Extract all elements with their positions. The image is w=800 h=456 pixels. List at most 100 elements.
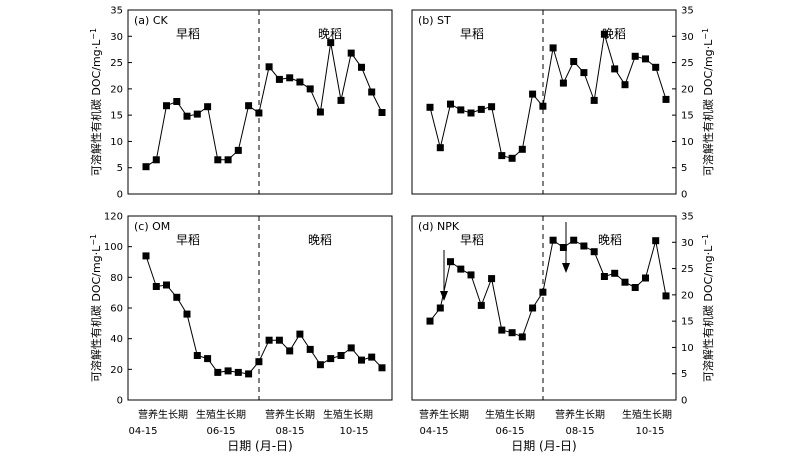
panel-st-ytick-label-5: 25 (681, 58, 694, 69)
panel-st-data-point-17 (600, 30, 608, 38)
x-phase-label-left-3: 营养生长期 (265, 408, 315, 421)
panel-om-data-point-20 (347, 344, 355, 352)
x-date-label-right-2: 06-15 (495, 426, 524, 437)
panel-om-series-line (145, 255, 383, 375)
x-phase-label-right-3: 营养生长期 (555, 408, 605, 421)
panel-npk-data-point-23 (662, 292, 670, 300)
panel-om-data-point-4 (183, 310, 191, 318)
panel-st-data-point-20 (631, 52, 639, 60)
panel-ck-data-point-8 (224, 156, 232, 164)
panel-st-data-point-2 (447, 100, 454, 108)
x-date-label-right-3: 08-15 (565, 426, 594, 437)
panel-ck-ytick-label-0: 0 (117, 190, 123, 201)
panel-ck-data-point-4 (183, 112, 191, 120)
panel-ck-data-point-17 (316, 108, 324, 116)
panel-st-data-point-14 (570, 58, 578, 65)
x-phase-label-right-4: 生殖生长期 (622, 408, 672, 421)
panel-st-data-point-18 (611, 65, 619, 73)
panel-om-data-point-14 (286, 347, 294, 355)
panel-npk-arrow-1-icon (440, 291, 448, 301)
panel-st-data-point-23 (662, 95, 670, 103)
panel-st-late-rice-label: 晚稻 (602, 27, 626, 41)
panel-ck-data-point-7 (214, 156, 222, 164)
panel-ck-data-point-11 (255, 109, 263, 117)
panel-npk-data-point-4 (467, 271, 475, 279)
panel-st-data-point-0 (426, 103, 434, 111)
panel-ck-label: (a) CK (134, 14, 169, 27)
panel-om-data-point-15 (296, 330, 304, 338)
panel-ck-data-point-15 (296, 78, 304, 86)
panel-om-data-point-8 (224, 367, 232, 375)
panel-om: (c) OM 早稻 晚稻 0 20 40 60 80 100 120 可溶解性有机碳 DOC… (89, 212, 393, 407)
panel-om-y-ticks: 0 20 40 60 80 100 120 (104, 212, 132, 407)
panel-npk-data-point-14 (570, 236, 578, 244)
panel-ck-data-point-2 (163, 102, 170, 110)
panel-npk-series-line (429, 239, 667, 338)
panel-ck-data-point-10 (245, 102, 253, 110)
panel-ck-data-point-22 (368, 88, 376, 96)
panel-npk-markers (426, 236, 670, 341)
panel-npk-data-point-19 (621, 278, 629, 286)
panel-om-late-rice-label: 晚稻 (308, 233, 332, 247)
x-phase-label-left-2: 生殖生长期 (196, 408, 246, 421)
panel-npk-early-rice-label: 早稻 (460, 233, 484, 247)
panel-npk-data-point-12 (549, 236, 557, 244)
panel-st-data-point-21 (642, 55, 649, 63)
panel-om-data-point-13 (275, 336, 283, 344)
panel-ck-data-point-13 (275, 75, 283, 83)
panel-st: (b) ST 早稻 晚稻 0 5 10 15 20 25 30 35 可溶解性有机碳 DOC/… (411, 6, 715, 201)
x-phase-label-left-4: 生殖生长期 (323, 408, 373, 421)
panel-npk-data-point-16 (590, 248, 598, 256)
x-date-label-right-4: 10-15 (635, 426, 664, 437)
panel-st-data-point-6 (488, 103, 496, 111)
panel-npk-ytick-label-3: 15 (681, 317, 694, 328)
panel-st-data-point-22 (652, 63, 660, 71)
panel-npk-data-point-3 (457, 265, 465, 273)
panel-ck-data-point-6 (204, 103, 212, 111)
panel-ck: (a) CK 早稻 晚稻 0 5 10 15 20 25 30 35 可溶解性有机碳 DOC/… (89, 6, 393, 201)
x-phase-label-left-1: 营养生长期 (138, 408, 188, 421)
panel-npk-data-point-0 (426, 317, 434, 325)
panel-npk-data-point-15 (580, 242, 588, 250)
panel-ck-ytick-label-1: 5 (117, 163, 123, 174)
panel-ck-data-point-12 (265, 63, 273, 71)
panel-st-ytick-label-0: 0 (681, 190, 687, 201)
panel-om-data-point-7 (214, 368, 222, 376)
panel-om-markers (142, 252, 386, 378)
panel-om-data-point-16 (306, 345, 314, 353)
panel-om-data-point-22 (368, 353, 376, 361)
panel-st-data-point-12 (549, 44, 557, 52)
panel-st-data-point-9 (518, 145, 526, 153)
panel-st-y-axis-label: 可溶解性有机碳 DOC/mg·L−1 (701, 28, 715, 176)
panel-om-ytick-label-2: 40 (110, 334, 123, 345)
panel-st-ytick-label-3: 15 (681, 111, 694, 122)
panel-ck-data-point-21 (358, 63, 365, 71)
panel-ck-series-line (145, 42, 383, 168)
panel-st-series-line (429, 34, 667, 159)
panel-ck-data-point-19 (337, 96, 345, 104)
panel-ck-ytick-label-2: 10 (110, 137, 123, 148)
panel-npk-data-point-5 (477, 301, 485, 309)
panel-npk-arrow-2-icon (562, 263, 570, 273)
panel-ck-data-point-3 (173, 98, 181, 105)
panel-st-data-point-16 (590, 96, 598, 104)
panel-npk-data-point-22 (652, 237, 660, 245)
panel-npk-data-point-21 (642, 274, 649, 282)
panel-npk-y-axis-label: 可溶解性有机碳 DOC/mg·L−1 (701, 234, 715, 382)
panel-st-data-point-11 (539, 102, 547, 110)
panel-st-early-rice-label: 早稻 (460, 27, 484, 41)
panel-st-data-point-19 (621, 81, 629, 89)
panel-npk-data-point-13 (559, 244, 567, 251)
panel-st-ytick-label-4: 20 (681, 84, 694, 95)
panel-npk-data-point-10 (529, 304, 537, 312)
panel-npk-data-point-11 (539, 288, 547, 296)
panel-st-data-point-1 (436, 144, 444, 152)
x-date-label-right-1: 04-15 (419, 426, 448, 437)
panel-om-data-point-19 (337, 352, 345, 359)
x-phase-label-right-1: 营养生长期 (419, 408, 469, 421)
panel-npk-y-ticks: 0 5 10 15 20 25 30 35 (672, 212, 694, 407)
panel-om-data-point-11 (255, 358, 263, 366)
panel-om-data-point-2 (163, 281, 170, 289)
panel-ck-data-point-1 (152, 156, 160, 164)
